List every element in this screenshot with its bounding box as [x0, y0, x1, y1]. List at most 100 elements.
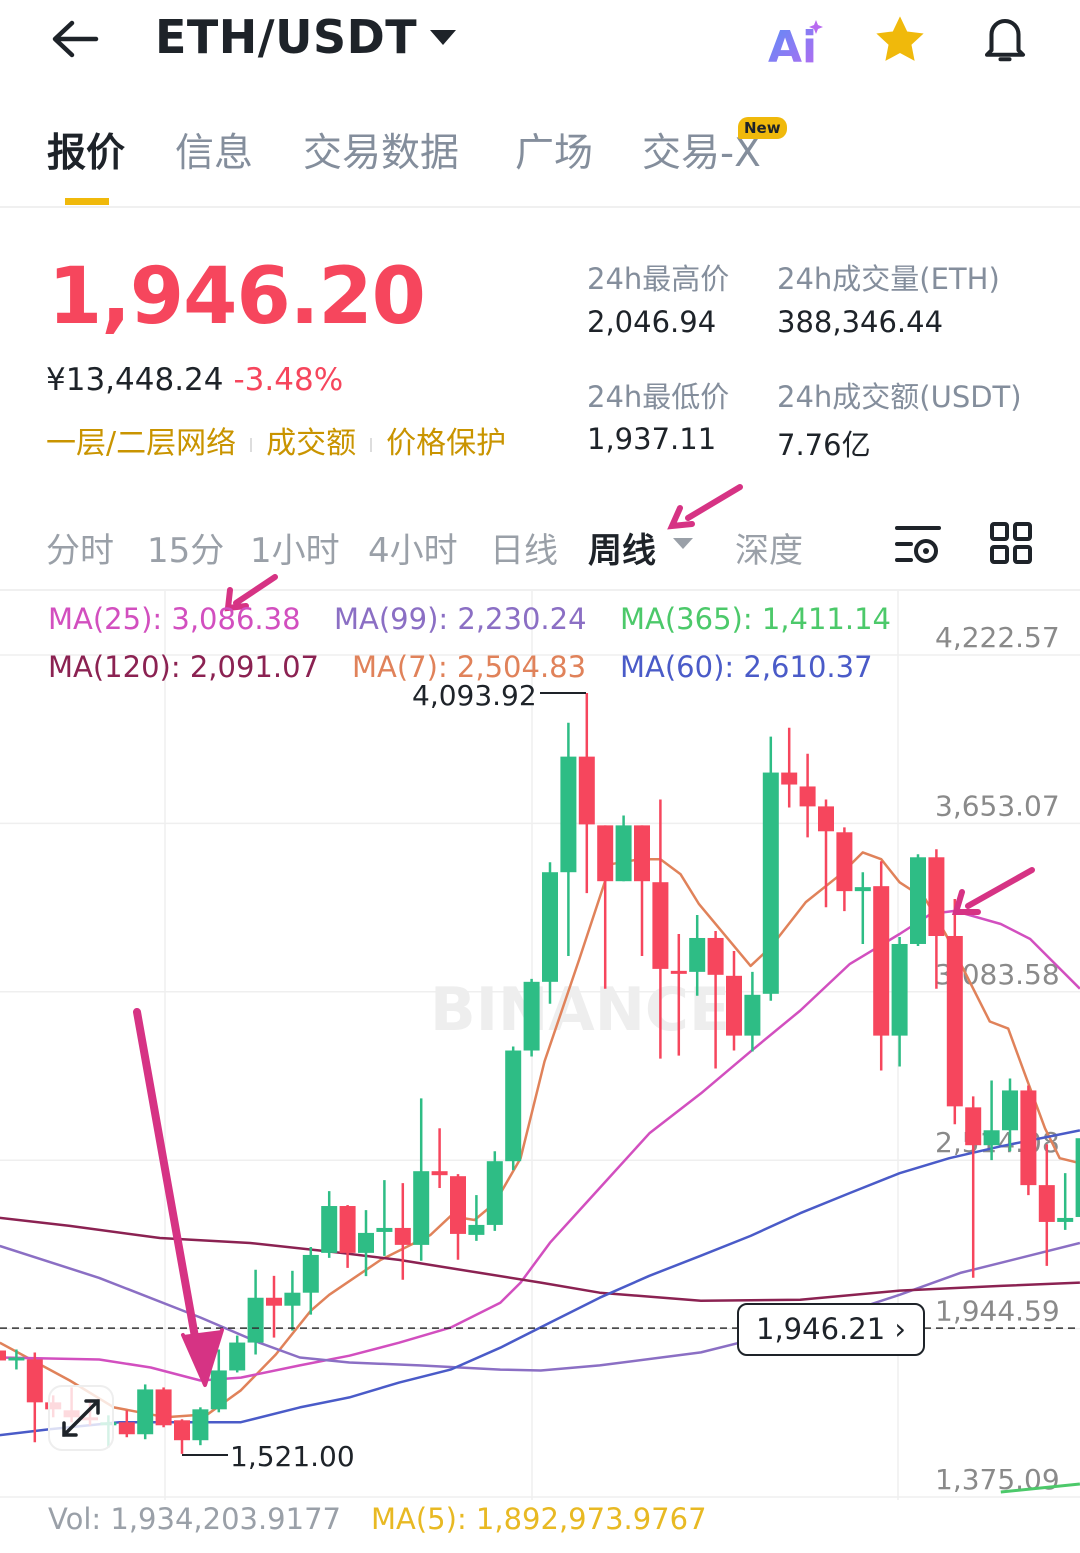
candle [707, 930, 724, 1069]
candle-body [523, 981, 540, 1051]
candle [174, 1419, 190, 1454]
candle [1075, 1138, 1080, 1217]
candle [652, 799, 669, 1059]
candle-body [1038, 1185, 1055, 1222]
indicator-settings-button[interactable] [895, 522, 941, 570]
ma-line-ma365 [1000, 1482, 1080, 1494]
volume-ma5: MA(5): 1,892,973.9767 [371, 1502, 707, 1536]
ma99-legend: MA(99): 2,230.24 [334, 602, 587, 636]
tab-square[interactable]: 广场 [515, 131, 594, 176]
candle-body [707, 937, 724, 975]
new-badge: New [738, 117, 787, 139]
candle-body [670, 970, 687, 974]
candle-body [689, 937, 706, 972]
fullscreen-button[interactable] [48, 1385, 114, 1451]
max-price-marker: 4,093.92 [412, 679, 586, 712]
candle-body [818, 806, 834, 832]
stat-turnover-value: 7.76亿 [777, 428, 871, 462]
ai-icon: Ai [768, 20, 823, 73]
candles [0, 693, 1080, 1454]
pair-title[interactable]: ETH/USDT [155, 10, 418, 64]
current-price-pill[interactable]: 1,946.21 › [737, 1303, 925, 1356]
separator [250, 437, 253, 452]
candle-body [358, 1232, 374, 1253]
indicator-settings-icon [895, 526, 941, 563]
candle [744, 971, 761, 1052]
interval-1w[interactable]: 周线 [588, 531, 656, 571]
interval-1d[interactable]: 日线 [490, 531, 558, 571]
last-price: 1,946.20 [48, 252, 426, 342]
candle-body [486, 1161, 503, 1225]
candle-body [505, 1050, 522, 1162]
link-turnover[interactable]: 成交额 [266, 426, 357, 461]
candle [137, 1384, 154, 1440]
candle [836, 827, 853, 912]
candle-body [210, 1370, 227, 1410]
interval-more-caret-icon[interactable] [673, 538, 693, 549]
alerts-button[interactable] [978, 12, 1032, 70]
candle-body [891, 943, 908, 1036]
interval-4h[interactable]: 4小时 [368, 531, 458, 571]
annotation-arrows [133, 484, 1035, 1387]
change-percent: -3.48% [233, 362, 344, 398]
layout-grid-button[interactable] [990, 522, 1032, 568]
candle-body [652, 882, 669, 969]
interval-1h[interactable]: 1小时 [250, 531, 340, 571]
link-price-protection[interactable]: 价格保护 [386, 426, 507, 461]
candle [0, 1350, 6, 1361]
candle-body [726, 975, 742, 1036]
max-price-label: 4,093.92 [412, 679, 537, 712]
candle [1002, 1078, 1018, 1152]
ma60-legend: MA(60): 2,610.37 [620, 650, 873, 684]
candle [946, 899, 963, 1125]
ticker-links: 一层/二层网络 成交额 价格保护 [46, 418, 506, 462]
candle-body [468, 1224, 485, 1235]
candle [1038, 1144, 1055, 1266]
candle [578, 693, 595, 894]
stat-low-value: 1,937.11 [587, 422, 717, 456]
candle [597, 825, 614, 989]
candle-body [192, 1409, 209, 1441]
stat-turnover-label: 24h成交额(USDT) [777, 380, 1022, 414]
candle [302, 1246, 319, 1315]
candle [818, 799, 834, 908]
ma7-legend: MA(7): 2,504.83 [352, 650, 587, 684]
candle-body [26, 1359, 43, 1403]
candle-body [836, 832, 853, 892]
stat-volume-label: 24h成交量(ETH) [777, 262, 1000, 296]
y-tick-label: 1,375.09 [935, 1463, 1060, 1496]
candle [339, 1205, 356, 1268]
candle [505, 1046, 522, 1171]
candle [965, 1096, 982, 1278]
moving-average-lines [0, 851, 1080, 1494]
back-button[interactable] [50, 18, 100, 60]
min-price-label: 1,521.00 [230, 1440, 355, 1473]
candle [542, 862, 558, 1004]
candle [891, 936, 908, 1067]
candle-body [8, 1357, 25, 1361]
interval-timeline[interactable]: 分时 [46, 531, 114, 571]
candle [118, 1410, 135, 1438]
ai-button[interactable]: Ai [768, 18, 828, 73]
candle-body [634, 825, 650, 882]
candle-body [137, 1389, 154, 1435]
candle-body [266, 1297, 282, 1306]
candle-body [560, 756, 577, 873]
candle-body [450, 1176, 466, 1234]
interval-15m[interactable]: 15分 [147, 531, 225, 571]
tab-quote[interactable]: 报价 [47, 131, 126, 176]
candle [358, 1210, 374, 1277]
tab-info[interactable]: 信息 [175, 131, 254, 176]
star-icon [876, 16, 924, 61]
caret-down-icon[interactable] [430, 30, 456, 45]
candle [376, 1180, 393, 1256]
favorite-button[interactable] [873, 14, 927, 70]
link-network[interactable]: 一层/二层网络 [46, 426, 237, 461]
interval-depth[interactable]: 深度 [735, 531, 803, 571]
tab-trading-data[interactable]: 交易数据 [303, 131, 460, 176]
chart-grid [0, 589, 1080, 1500]
candle [689, 915, 706, 996]
candle-body [542, 872, 558, 982]
candle-body [928, 857, 945, 936]
